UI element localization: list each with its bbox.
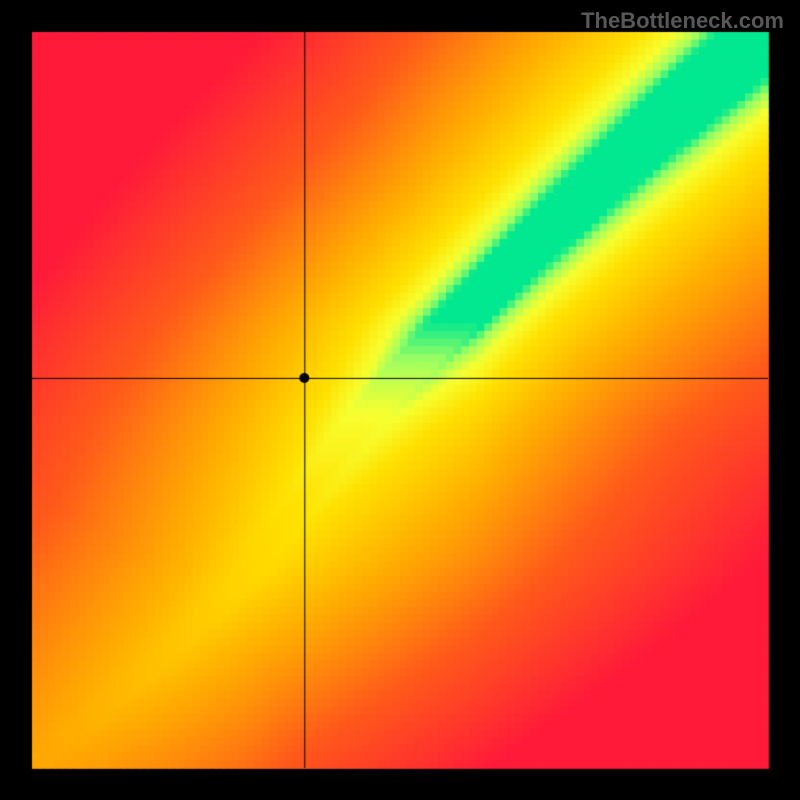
heatmap-canvas [0, 0, 800, 800]
root: TheBottleneck.com [0, 0, 800, 800]
watermark-text: TheBottleneck.com [581, 8, 784, 34]
